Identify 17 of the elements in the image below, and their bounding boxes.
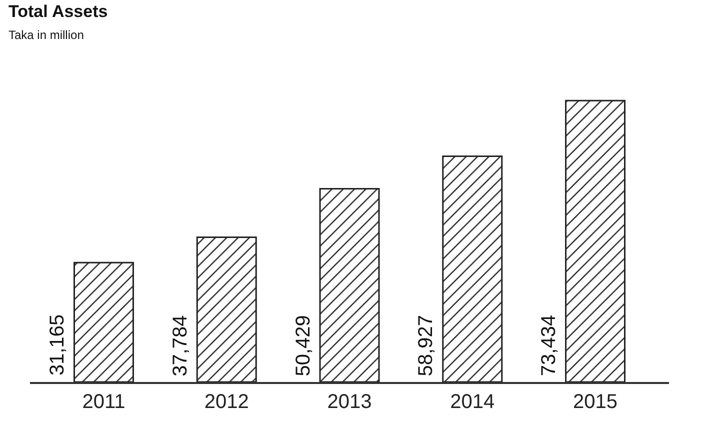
chart-title: Total Assets xyxy=(8,2,108,21)
chart-subtitle: Taka in million xyxy=(8,28,84,42)
bar xyxy=(565,100,626,382)
bar xyxy=(442,155,503,382)
data-label: 31,165 xyxy=(46,314,69,376)
data-label: 73,434 xyxy=(538,314,560,376)
x-tick-label: 2015 xyxy=(573,390,618,413)
bar xyxy=(319,188,380,382)
bar xyxy=(196,236,257,382)
data-label: 37,784 xyxy=(169,315,192,376)
bar xyxy=(73,262,134,382)
x-tick-label: 2013 xyxy=(327,390,372,413)
data-label: 50,429 xyxy=(292,315,314,376)
data-label: 58,927 xyxy=(415,315,438,376)
x-tick-label: 2011 xyxy=(82,390,126,413)
x-tick-label: 2014 xyxy=(450,390,495,413)
x-tick-label: 2012 xyxy=(204,390,249,413)
